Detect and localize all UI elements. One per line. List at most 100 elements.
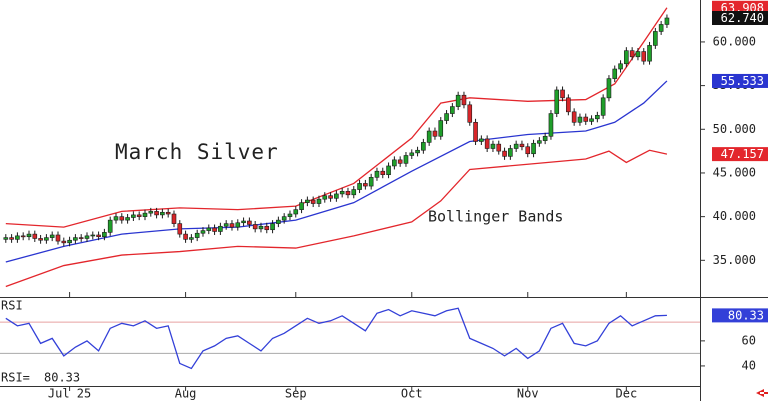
y-tick-label: 50.000 bbox=[713, 122, 756, 136]
candle-body bbox=[513, 143, 519, 149]
candle-body bbox=[473, 121, 478, 142]
candle-body bbox=[554, 89, 560, 114]
x-tick-label: Aug bbox=[175, 387, 197, 401]
candle-body bbox=[235, 222, 241, 228]
candle-body bbox=[467, 104, 473, 123]
candle-body bbox=[293, 209, 299, 215]
candle-body bbox=[618, 63, 623, 70]
candle-body bbox=[571, 111, 577, 123]
candle-body bbox=[131, 214, 136, 218]
candle-body bbox=[20, 235, 26, 238]
value-marker bbox=[712, 308, 768, 323]
candle-body bbox=[310, 199, 316, 204]
candle-body bbox=[183, 233, 188, 240]
candle-body bbox=[3, 237, 9, 240]
x-tick-label: Nov bbox=[517, 387, 539, 401]
candle-body bbox=[386, 165, 391, 176]
y-tick-label: 45.000 bbox=[713, 165, 756, 179]
rsi-line bbox=[5, 307, 667, 370]
candle-body bbox=[55, 234, 61, 242]
candle-body bbox=[61, 240, 67, 244]
candle-body bbox=[136, 214, 142, 217]
candle-body bbox=[438, 120, 444, 137]
candle-body bbox=[142, 212, 148, 217]
candle-body bbox=[664, 17, 670, 25]
y-tick-label: 35.000 bbox=[713, 253, 756, 267]
marks-layer bbox=[3, 7, 670, 370]
candle-body bbox=[461, 94, 467, 106]
y-tick-label: 40.000 bbox=[713, 209, 756, 223]
candle-body bbox=[624, 50, 629, 65]
candle-body bbox=[595, 115, 600, 120]
candle-body bbox=[374, 170, 380, 178]
candle-body bbox=[32, 233, 38, 239]
value-marker bbox=[712, 10, 768, 25]
candle-body bbox=[223, 223, 229, 227]
candle-body bbox=[84, 235, 90, 239]
x-tick-label: Sep bbox=[285, 387, 307, 401]
scroll-arrow[interactable] bbox=[756, 389, 768, 397]
candle-body bbox=[339, 191, 345, 195]
candle-body bbox=[647, 45, 652, 62]
candle-body bbox=[316, 198, 322, 204]
candle-body bbox=[542, 135, 548, 141]
candle-body bbox=[426, 130, 432, 143]
candle-body bbox=[345, 191, 351, 196]
candle-body bbox=[38, 238, 43, 241]
candle-body bbox=[281, 216, 287, 221]
candle-body bbox=[171, 213, 177, 224]
candle-body bbox=[641, 51, 647, 62]
candle-body bbox=[380, 170, 386, 176]
candle-body bbox=[479, 138, 484, 142]
candle-body bbox=[566, 97, 571, 113]
value-marker-label: 55.533 bbox=[721, 74, 764, 88]
candle-body bbox=[15, 235, 20, 240]
candle-body bbox=[548, 113, 554, 137]
candle-body bbox=[287, 213, 293, 217]
annotation: Bollinger Bands bbox=[428, 208, 563, 226]
candle-body bbox=[229, 223, 235, 228]
candle-body bbox=[508, 148, 513, 157]
candle-body bbox=[537, 140, 542, 144]
candle-body bbox=[218, 225, 223, 232]
rsi-readout-label: RSI= bbox=[1, 371, 30, 385]
candle-body bbox=[165, 211, 171, 215]
candle-body bbox=[247, 220, 252, 225]
candle-body bbox=[206, 227, 212, 231]
candle-body bbox=[351, 189, 357, 196]
candle-body bbox=[9, 237, 14, 240]
candle-body bbox=[26, 233, 32, 238]
candle-body bbox=[322, 195, 328, 200]
candle-body bbox=[496, 143, 502, 152]
candle-body bbox=[415, 149, 420, 154]
candle-body bbox=[409, 152, 415, 156]
candle-body bbox=[600, 97, 606, 116]
band-line bbox=[5, 80, 668, 263]
candle-body bbox=[653, 31, 658, 46]
value-marker-label: 62.740 bbox=[721, 11, 764, 25]
candle-body bbox=[444, 113, 449, 121]
candle-body bbox=[305, 199, 310, 203]
value-marker bbox=[712, 147, 768, 162]
candle-body bbox=[658, 24, 664, 32]
candle-body bbox=[252, 224, 258, 230]
candle-body bbox=[194, 232, 200, 238]
candle-body bbox=[455, 94, 461, 107]
rsi-readout-value: 80.33 bbox=[44, 371, 80, 385]
candle-body bbox=[78, 237, 84, 239]
candle-body bbox=[44, 237, 49, 241]
value-marker bbox=[712, 73, 768, 88]
candle-body bbox=[270, 223, 275, 231]
y-tick-label: 40 bbox=[742, 358, 756, 372]
candle-body bbox=[90, 234, 96, 237]
candle-body bbox=[276, 219, 281, 224]
x-tick-label: Oct bbox=[401, 387, 423, 401]
candle-body bbox=[264, 225, 270, 231]
band-line bbox=[5, 7, 668, 228]
candle-body bbox=[589, 118, 594, 122]
y-tick-label: 60.000 bbox=[713, 34, 756, 48]
y-tick-label: 60 bbox=[742, 333, 756, 347]
